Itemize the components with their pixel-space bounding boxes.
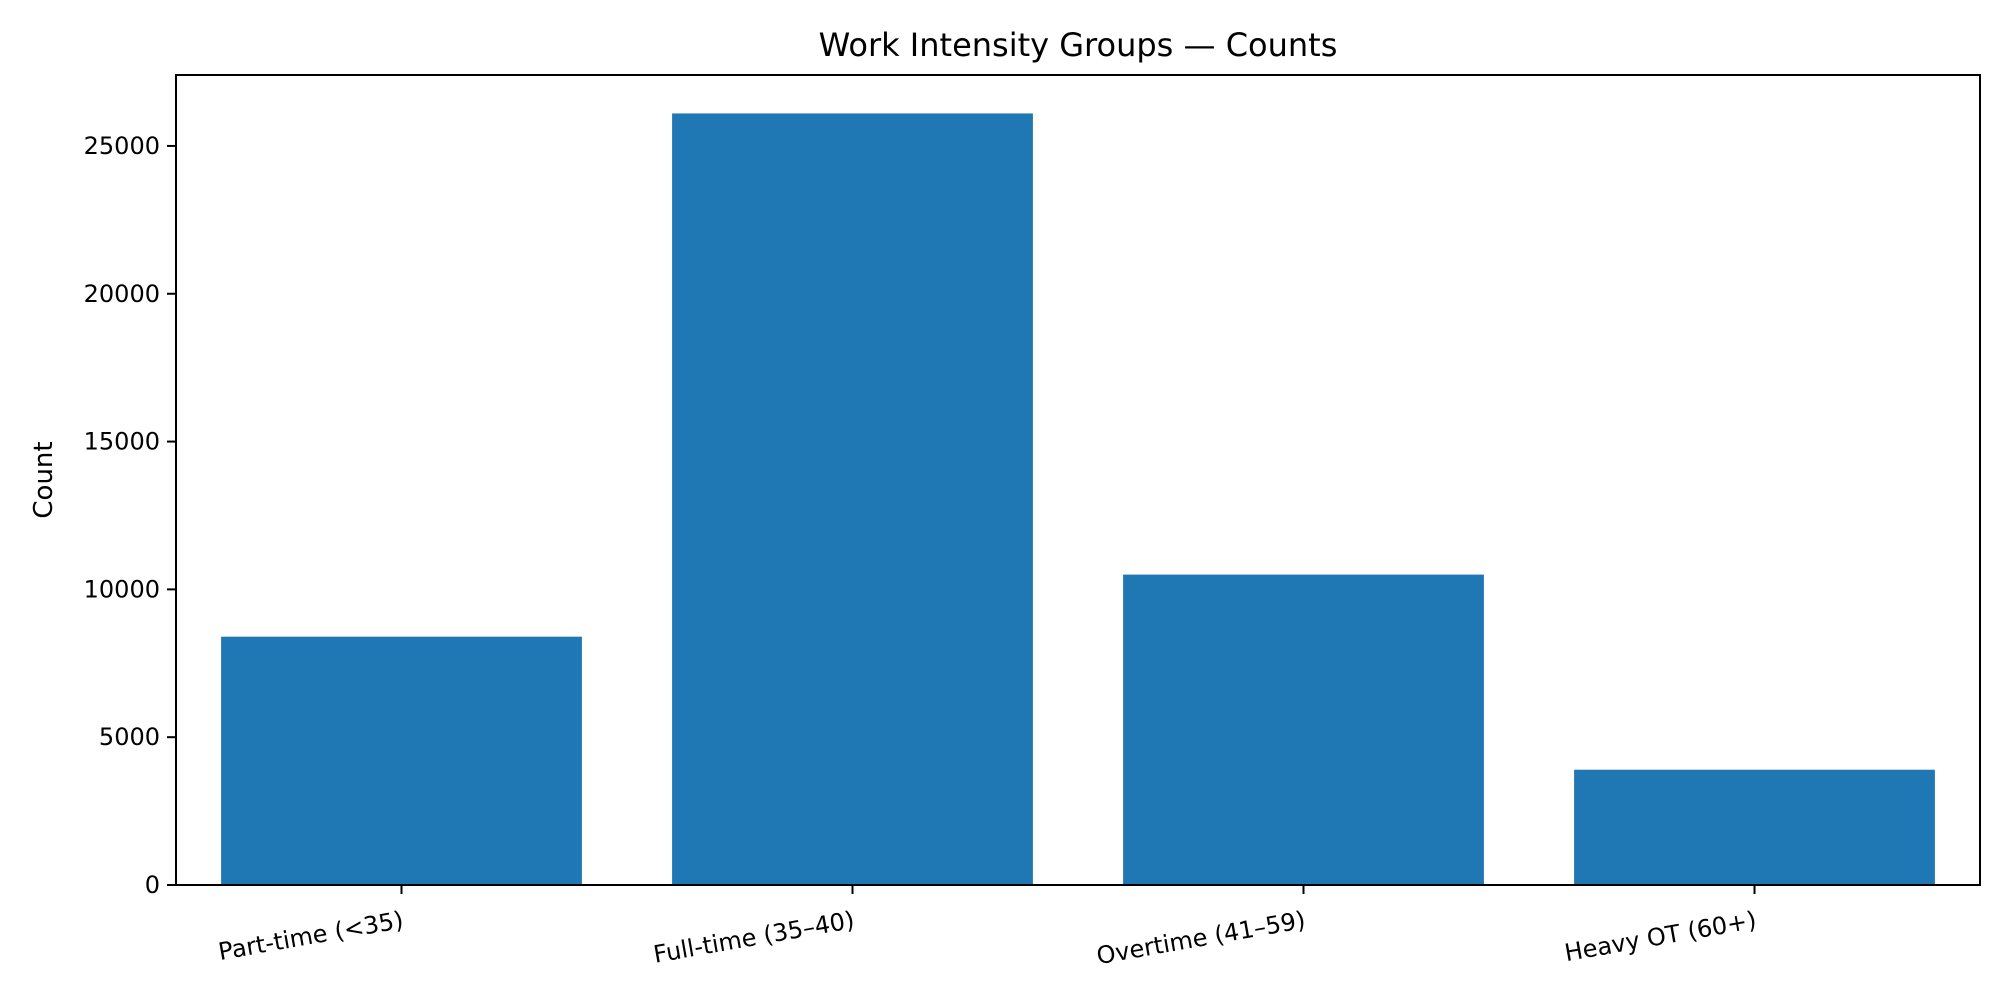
plot-frame [175,74,1981,886]
y-tick-label: 25000 [84,132,160,160]
y-tick-label: 5000 [99,723,160,751]
y-tick-label: 10000 [84,575,160,603]
x-tick-label: Overtime (41–59) [1094,906,1307,970]
y-tick-label: 15000 [84,428,160,456]
y-tick-label: 20000 [84,280,160,308]
x-tick-label: Part-time (<35) [216,906,405,966]
y-axis-ticks: 0 5000 10000 15000 20000 25000 [84,132,176,899]
x-tick-label: Full-time (35–40) [651,906,856,969]
bars-group [221,113,1935,885]
x-tick-label: Heavy OT (60+) [1562,906,1758,967]
bar-1 [672,113,1033,885]
bar-3 [1574,769,1935,885]
bar-0 [221,636,582,885]
y-tick-label: 0 [145,871,160,899]
bar-2 [1123,574,1484,885]
y-axis-label: Count [29,441,59,518]
x-axis-ticks: Part-time (<35) Full-time (35–40) Overtime… [216,885,1758,970]
chart-title: Work Intensity Groups — Counts [819,26,1338,64]
